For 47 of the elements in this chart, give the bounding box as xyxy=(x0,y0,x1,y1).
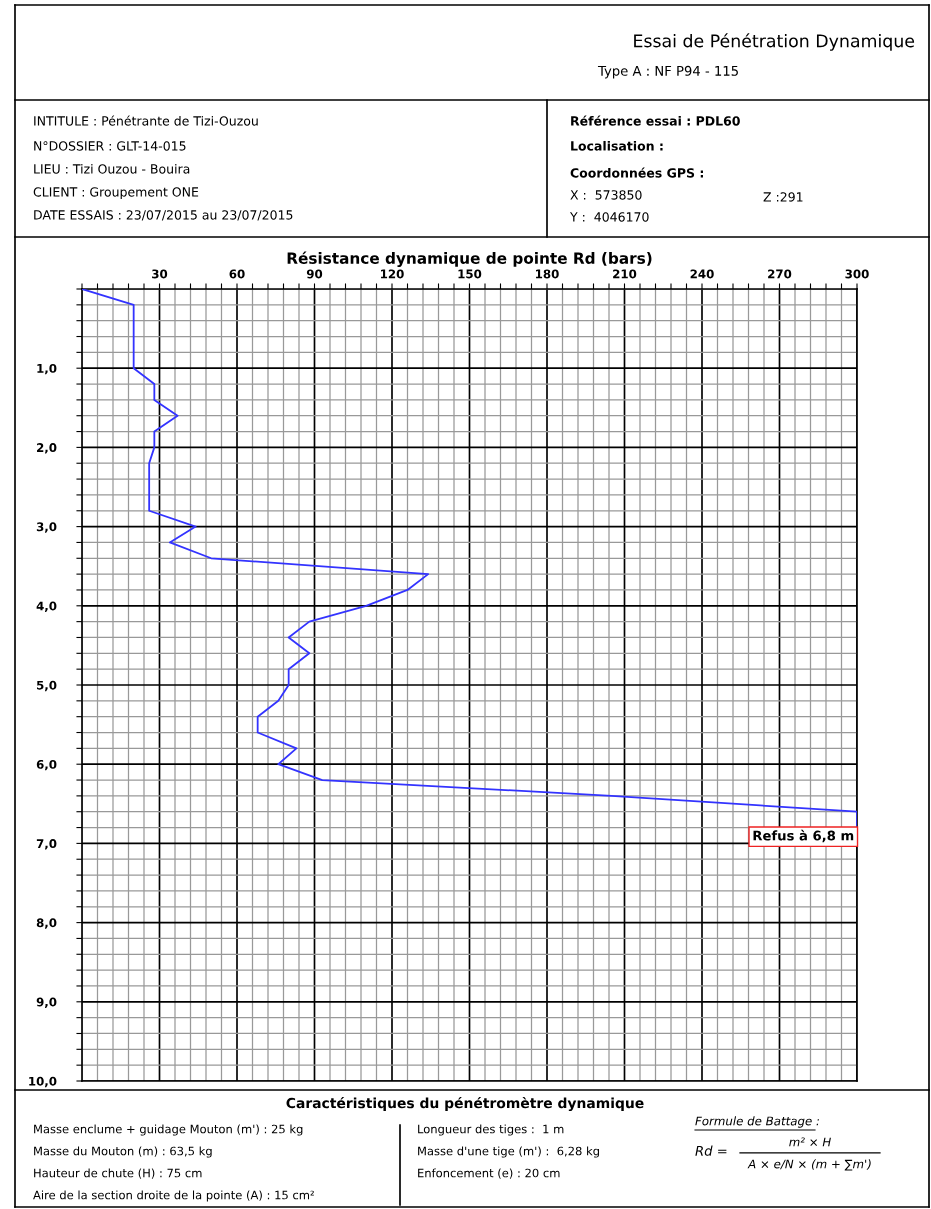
text: CLIENT : Groupement ONE xyxy=(33,187,199,200)
text: Localisation : xyxy=(571,140,663,151)
text: X : 573850 xyxy=(570,190,642,200)
text: Z :291 xyxy=(763,192,803,202)
y-tick-label: 2,0 xyxy=(37,443,57,454)
x-tick-label: 210 xyxy=(613,269,637,279)
y-tick-label: 5,0 xyxy=(37,680,57,692)
y-tick-label: 7,0 xyxy=(36,839,57,850)
x-tick-label: 90 xyxy=(306,269,323,279)
text: Enfoncement (e) : 20 cm xyxy=(418,1168,560,1179)
text: N°DOSSIER : GLT-14-015 xyxy=(34,141,186,151)
text: INTITULE : Pénétrante de Tizi-Ouzou xyxy=(34,115,258,126)
x-axis-title: Résistance dynamique de pointe Rd (bars) xyxy=(287,251,652,267)
x-tick-label: 120 xyxy=(381,269,404,279)
y-tick-label: 6,0 xyxy=(36,759,57,771)
y-tick-label: 8,0 xyxy=(36,918,57,929)
annotation: Refus à 6,8 m xyxy=(753,829,854,843)
text: Masse d'une tige (m') : 6,28 kg xyxy=(418,1146,599,1158)
text: Coordonnées GPS : xyxy=(570,167,703,178)
text: LIEU : Tizi Ouzou - Bouira xyxy=(34,163,190,174)
y-tick-label: 9,0 xyxy=(36,997,57,1008)
text: A × e/N × (m + ∑m') xyxy=(747,1159,871,1171)
text: Hauteur de chute (H) : 75 cm xyxy=(34,1168,202,1179)
y-tick-label: 4,0 xyxy=(36,601,57,612)
chart-subtitle: Type A : NF P94 - 115 xyxy=(597,65,738,79)
text: Rd = xyxy=(695,1145,727,1156)
x-tick-label: 270 xyxy=(768,269,792,279)
text: Aire de la section droite de la pointe (A) : 15 cm² xyxy=(33,1190,314,1202)
text: DATE ESSAIS : 23/07/2015 au 23/07/2015 xyxy=(34,210,293,221)
text: Y : 4046170 xyxy=(569,212,649,222)
x-tick-label: 300 xyxy=(845,269,869,279)
y-tick-label: 1,0 xyxy=(37,363,57,375)
text: Formule de Battage : xyxy=(695,1116,820,1128)
x-tick-label: 150 xyxy=(458,269,482,279)
x-tick-label: 240 xyxy=(690,269,714,279)
y-tick-label: 3,0 xyxy=(36,522,57,533)
text: Masse enclume + guidage Mouton (m') : 25 kg xyxy=(34,1124,303,1136)
y-tick-label: 10,0 xyxy=(29,1076,57,1088)
x-tick-label: 30 xyxy=(152,269,168,279)
text: m² × H xyxy=(789,1137,831,1147)
text: Caractéristiques du pénétromètre dynamique xyxy=(286,1096,644,1112)
text: Longueur des tiges : 1 m xyxy=(418,1124,564,1136)
text: Masse du Mouton (m) : 63,5 kg xyxy=(34,1146,212,1158)
x-tick-label: 180 xyxy=(536,269,559,279)
chart-title: Essai de Pénétration Dynamique xyxy=(634,33,915,51)
x-tick-label: 60 xyxy=(229,269,245,279)
text: Référence essai : PDL60 xyxy=(571,115,740,126)
